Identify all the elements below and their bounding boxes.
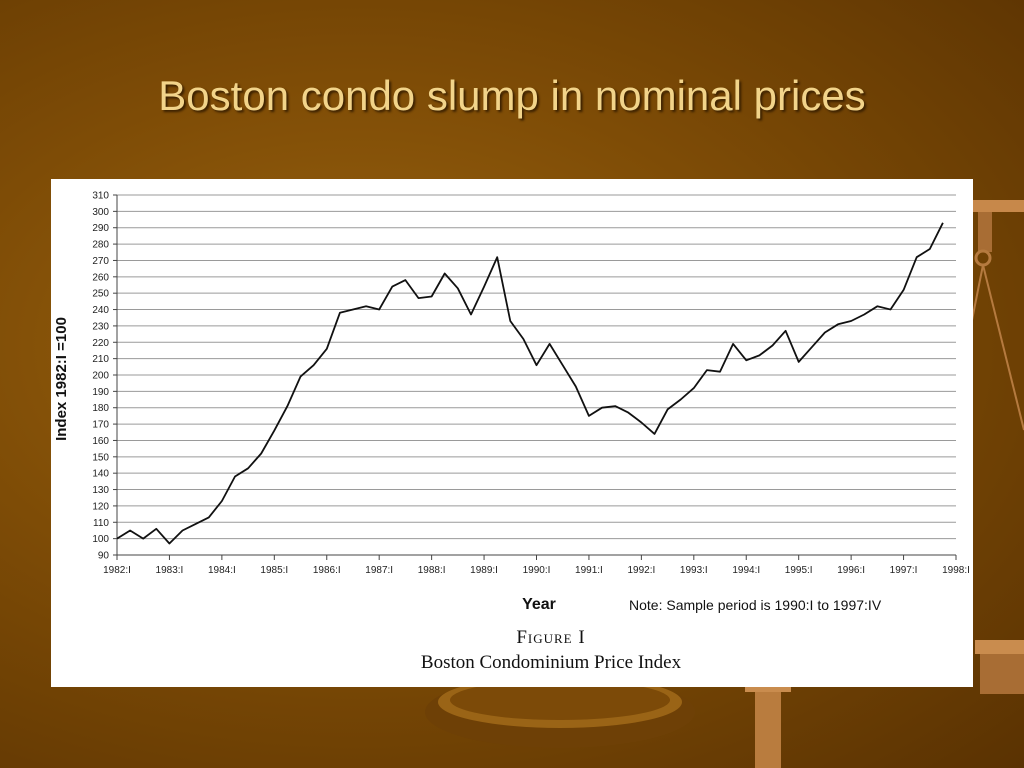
x-tick-label: 1985:I [260,565,288,576]
x-tick-label: 1992:I [627,565,655,576]
x-tick-label: 1996:I [837,565,865,576]
y-tick-label: 300 [92,207,109,218]
axes [113,194,957,560]
x-tick-label: 1994:I [732,565,760,576]
x-tick-labels: 1982:I 1983:I 1984:I 1985:I 1986:I 1987:I 1988… [103,565,970,576]
y-tick-label: 190 [92,387,109,398]
x-tick-label: 1982:I [103,565,131,576]
y-tick-label: 210 [92,354,109,365]
y-axis-label: Index 1982:I =100 [53,317,70,441]
y-tick-label: 100 [92,534,109,545]
y-tick-label: 280 [92,240,109,251]
x-tick-label: 1990:I [523,565,551,576]
y-tick-label: 130 [92,485,109,496]
x-tick-label: 1995:I [785,565,813,576]
y-tick-label: 220 [92,338,109,349]
y-tick-label: 140 [92,469,109,480]
x-tick-label: 1988:I [418,565,446,576]
x-tick-label: 1993:I [680,565,708,576]
y-tick-label: 240 [92,305,109,316]
y-tick-label: 150 [92,452,109,463]
y-tick-label: 250 [92,289,109,300]
x-tick-label: 1998:I [942,565,970,576]
y-tick-label: 270 [92,256,109,267]
x-tick-label: 1991:I [575,565,603,576]
figure-caption: Boston Condominium Price Index [420,652,682,673]
y-tick-label: 290 [92,223,109,234]
y-tick-label: 110 [93,518,109,529]
y-tick-label: 180 [92,403,109,414]
y-tick-label: 200 [92,371,109,382]
x-tick-label: 1986:I [313,565,341,576]
x-tick-label: 1983:I [156,565,184,576]
figure-label: Figure I [516,627,586,648]
x-tick-label: 1987:I [365,565,393,576]
sample-period-note: Note: Sample period is 1990:I to 1997:IV [629,597,882,613]
y-tick-label: 310 [92,191,109,202]
price-index-chart: 90 100 110 120 130 140 150 160 170 180 190 200 210 22… [53,191,970,614]
series-layer [116,222,944,545]
x-tick-label: 1997:I [890,565,918,576]
grid-lines [117,194,956,556]
slide-title: Boston condo slump in nominal prices [158,72,866,119]
y-tick-label: 170 [92,420,109,431]
y-tick-label: 260 [92,272,109,283]
y-tick-label: 160 [92,436,109,447]
figure-card: 90 100 110 120 130 140 150 160 170 180 190 200 210 22… [51,179,973,687]
y-tick-label: 90 [98,551,110,562]
y-tick-label: 230 [92,321,109,332]
y-tick-labels: 90 100 110 120 130 140 150 160 170 180 190 200 210 22… [92,191,109,562]
y-tick-label: 120 [92,501,109,512]
series-line [116,222,944,545]
x-axis-label: Year [522,596,556,613]
x-tick-label: 1984:I [208,565,236,576]
x-tick-label: 1989:I [470,565,498,576]
